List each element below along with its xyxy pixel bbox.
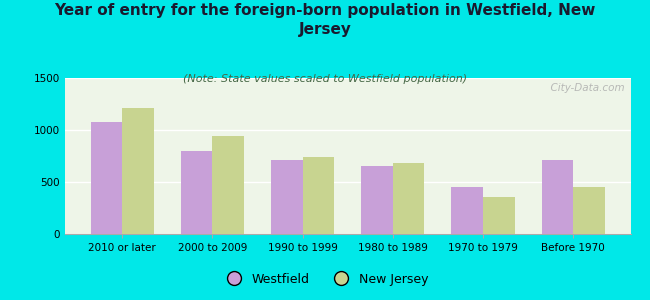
Text: City-Data.com: City-Data.com [544,83,625,93]
Bar [271,160,303,234]
Bar [452,187,483,234]
Bar [91,122,122,234]
Text: (Note: State values scaled to Westfield population): (Note: State values scaled to Westfield … [183,74,467,83]
Bar [483,196,515,234]
Bar [393,163,424,234]
Text: Year of entry for the foreign-born population in Westfield, New
Jersey: Year of entry for the foreign-born popul… [55,3,595,37]
Legend: Westfield, New Jersey: Westfield, New Jersey [217,268,433,291]
Bar [122,108,154,234]
Bar [181,151,213,234]
Bar [361,167,393,234]
Bar [541,160,573,234]
Bar [573,187,604,234]
Bar [213,136,244,234]
Bar [303,157,334,234]
